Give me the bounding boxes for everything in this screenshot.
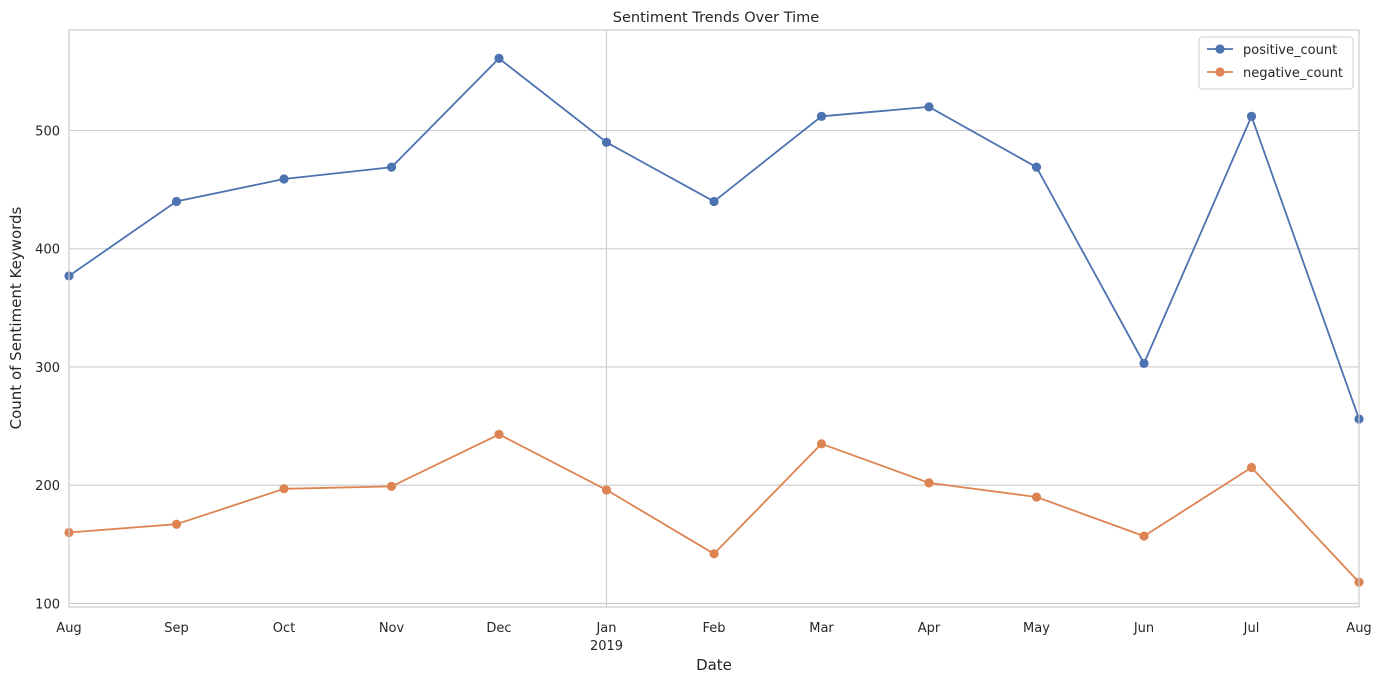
x-axis-label: Date (696, 656, 732, 674)
legend-item: positive_count (1207, 43, 1337, 58)
x-tick-label: Mar (809, 621, 834, 636)
grid-lines (69, 30, 1359, 607)
series-group (64, 53, 1364, 587)
x-tick-label: Jun (1133, 621, 1154, 636)
x-tick-label: Apr (918, 621, 941, 636)
y-tick-label: 300 (35, 361, 60, 376)
x-tick-label: May (1023, 621, 1050, 636)
data-point (709, 196, 719, 207)
x-tick-label: Jul (1243, 621, 1260, 636)
x-tick-label: Dec (486, 621, 511, 636)
legend-marker (1215, 44, 1225, 54)
data-point (171, 519, 182, 529)
legend-label: positive_count (1243, 43, 1337, 58)
data-point (386, 162, 397, 172)
data-point (709, 549, 719, 559)
data-point (1139, 358, 1149, 369)
data-point (601, 137, 612, 147)
x-tick-sublabel: 2019 (590, 639, 623, 654)
chart-title: Sentiment Trends Over Time (613, 10, 819, 26)
legend-box (1198, 36, 1354, 90)
tick-labels: 100 200 300 400 500 Aug Sep Oct Nov Dec Jan 2019 Feb… (35, 125, 1372, 654)
data-point (386, 481, 397, 491)
x-tick-label: Feb (702, 621, 725, 636)
series-line (68, 57, 1360, 420)
data-point (494, 53, 504, 63)
series-line (68, 433, 1360, 583)
y-tick-label: 500 (35, 125, 60, 140)
x-tick-label: Nov (379, 621, 405, 636)
data-point (924, 102, 934, 112)
series-positive_count (64, 53, 1364, 424)
data-point (279, 174, 289, 184)
x-tick-label: Aug (56, 621, 81, 636)
data-point (816, 111, 827, 121)
x-tick-label: Oct (273, 621, 295, 636)
plot-frame (68, 29, 1360, 608)
x-tick-label: Sep (164, 621, 189, 636)
legend: positive_count negative_count (1198, 36, 1354, 90)
y-tick-label: 100 (35, 597, 60, 612)
x-tick-label: Jan (595, 621, 616, 636)
legend-label: negative_count (1243, 66, 1343, 81)
data-point (1246, 462, 1257, 473)
legend-marker (1215, 67, 1225, 77)
data-point (1139, 531, 1149, 541)
y-tick-label: 200 (35, 479, 60, 494)
data-point (279, 484, 289, 494)
data-point (1246, 111, 1257, 121)
data-point (1031, 492, 1042, 502)
y-tick-label: 400 (35, 243, 60, 258)
data-point (1031, 162, 1042, 172)
data-point (924, 478, 934, 488)
data-point (601, 485, 612, 495)
series-negative_count (64, 429, 1364, 587)
data-point (494, 429, 504, 439)
data-point (816, 439, 827, 449)
data-point (171, 196, 182, 207)
y-axis-label: Count of Sentiment Keywords (7, 206, 25, 429)
x-tick-label: Aug (1346, 621, 1371, 636)
legend-item: negative_count (1207, 66, 1343, 81)
